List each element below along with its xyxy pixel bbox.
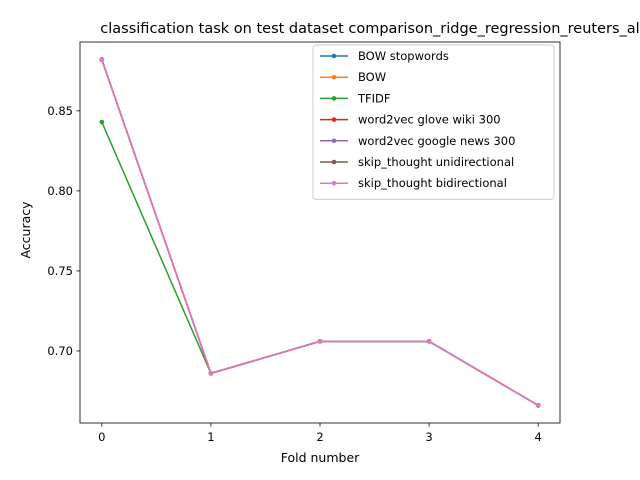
x-tick-label: 0 <box>98 430 105 444</box>
x-tick-label: 4 <box>535 430 542 444</box>
y-tick-label: 0.85 <box>47 104 73 118</box>
y-tick-label: 0.70 <box>47 344 73 358</box>
data-point <box>535 403 541 408</box>
data-point <box>317 339 323 344</box>
y-tick-label: 0.80 <box>47 184 73 198</box>
legend-swatch-marker <box>331 117 337 122</box>
y-axis-label: Accuracy <box>18 201 33 259</box>
y-tick-label: 0.75 <box>47 264 73 278</box>
data-point <box>426 339 432 344</box>
data-point <box>208 371 214 376</box>
chart-title: classification task on test dataset comp… <box>100 21 640 37</box>
legend-label: skip_thought unidirectional <box>358 155 514 169</box>
legend-swatch-marker <box>331 53 337 59</box>
legend-swatch-marker <box>331 159 337 165</box>
x-axis-label: Fold number <box>281 450 360 465</box>
legend-swatch-marker <box>331 138 337 144</box>
legend-swatch-marker <box>331 180 337 186</box>
plot-area: 0 1 2 3 4 0.70 0.75 0.80 0.85 <box>47 41 561 444</box>
legend-swatch-marker <box>331 96 337 101</box>
legend-box <box>312 44 555 200</box>
data-point <box>99 119 105 125</box>
legend: BOW stopwords BOW TFIDF word2vec glove wiki… <box>312 44 555 200</box>
legend-label: word2vec google news 300 <box>358 134 515 148</box>
legend-swatch-marker <box>331 74 337 80</box>
x-tick-label: 2 <box>316 430 323 444</box>
data-point <box>99 57 105 62</box>
x-tick-label: 3 <box>425 430 432 444</box>
legend-label: skip_thought bidirectional <box>358 176 507 190</box>
legend-label: TFIDF <box>357 91 391 105</box>
legend-label: BOW <box>358 70 386 84</box>
x-tick-label: 1 <box>207 430 214 444</box>
legend-label: word2vec glove wiki 300 <box>358 113 501 127</box>
legend-label: BOW stopwords <box>358 49 449 63</box>
